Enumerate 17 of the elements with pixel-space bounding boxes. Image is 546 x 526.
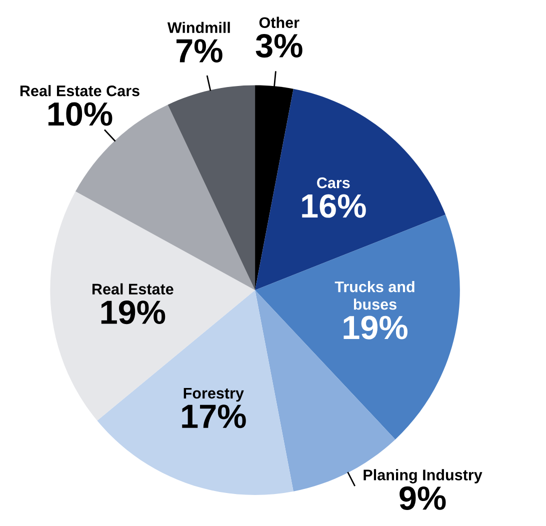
data-label: 3% bbox=[256, 34, 302, 58]
data-label: 17% bbox=[182, 404, 246, 428]
slice-label: Other bbox=[259, 16, 300, 28]
data-label: 19% bbox=[101, 300, 166, 324]
slice-label: Trucks and buses bbox=[334, 281, 414, 310]
data-label: 9% bbox=[400, 486, 446, 510]
data-label: 7% bbox=[176, 39, 222, 63]
pie-slice bbox=[255, 88, 446, 290]
slice-label: Cars bbox=[317, 177, 350, 188]
slice-label: Forestry bbox=[184, 388, 244, 402]
slice-label: Windmill bbox=[167, 22, 230, 34]
slice-label: Real Estate Cars bbox=[20, 85, 140, 96]
data-label: 10% bbox=[48, 102, 112, 126]
data-label: 19% bbox=[344, 316, 408, 340]
data-label: 16% bbox=[302, 194, 366, 218]
slice-label: Real Estate bbox=[92, 283, 174, 295]
slice-label: Planing Industry bbox=[364, 469, 482, 484]
